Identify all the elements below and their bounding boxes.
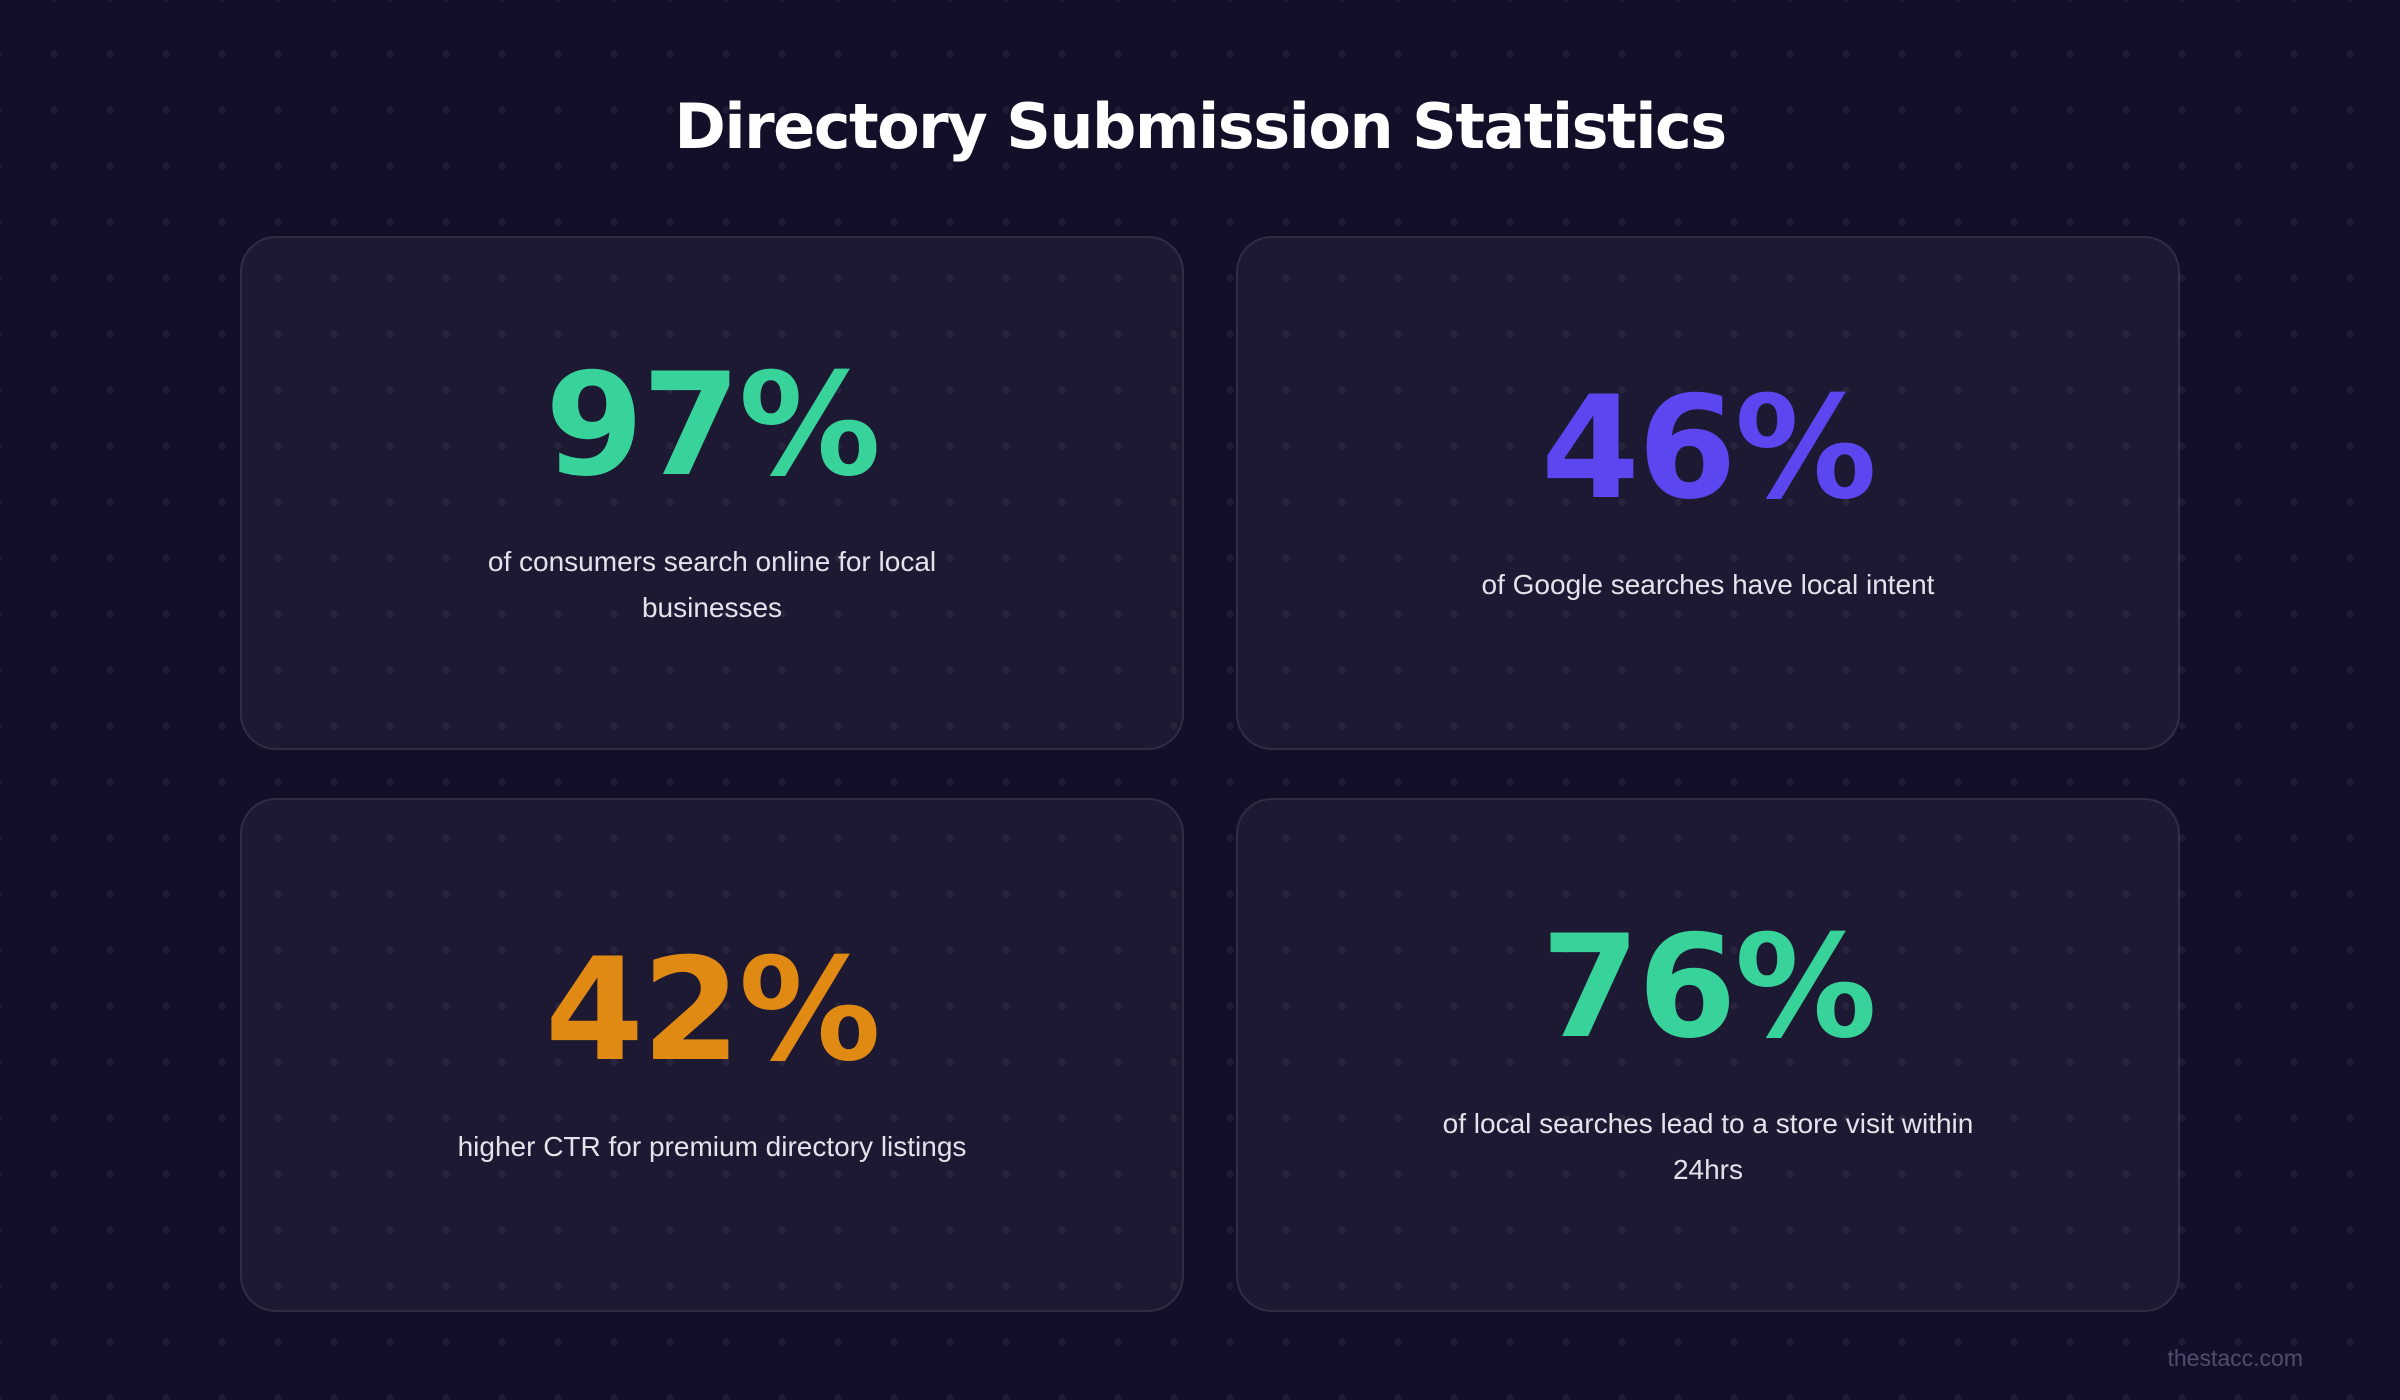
footer-watermark: thestacc.com <box>2167 1345 2304 1371</box>
stat-value: 97% <box>545 343 881 509</box>
stats-grid: 97% of consumers search online for local… <box>240 236 2180 1312</box>
stat-label: of local searches lead to a store visit … <box>1442 1108 1974 1185</box>
stat-value: 42% <box>545 928 881 1094</box>
stat-card-google-local-intent: 46% of Google searches have local intent <box>1236 236 2180 750</box>
stat-label: of Google searches have local intent <box>1481 569 1935 601</box>
stat-card-premium-ctr: 42% higher CTR for premium directory lis… <box>240 798 1184 1312</box>
stat-card-store-visit: 76% of local searches lead to a store vi… <box>1236 798 2180 1312</box>
stat-value: 46% <box>1541 366 1877 532</box>
page-title: Directory Submission Statistics <box>674 90 1727 163</box>
stat-value: 76% <box>1541 905 1877 1071</box>
stat-label: of consumers search online for local bus… <box>487 546 937 623</box>
stat-card-consumers-search: 97% of consumers search online for local… <box>240 236 1184 750</box>
stat-label: higher CTR for premium directory listing… <box>457 1131 967 1163</box>
